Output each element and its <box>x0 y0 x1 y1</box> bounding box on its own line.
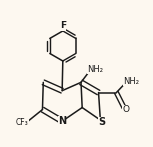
Text: N: N <box>58 116 66 126</box>
Text: S: S <box>98 117 105 127</box>
Text: O: O <box>123 105 130 114</box>
Text: NH₂: NH₂ <box>87 65 103 74</box>
Text: CF₃: CF₃ <box>16 118 28 127</box>
Text: NH₂: NH₂ <box>123 77 139 86</box>
Text: F: F <box>60 21 66 30</box>
